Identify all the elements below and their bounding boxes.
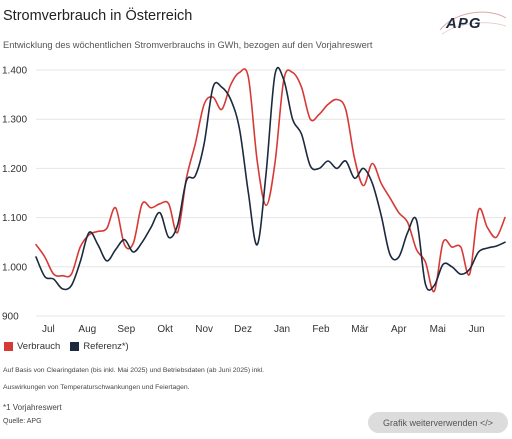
legend-label-referenz: Referenz*) [83,341,129,352]
series-line-verbrauch [35,68,506,293]
svg-text:APG: APG [445,15,482,32]
legend-label-verbrauch: Verbrauch [17,341,61,352]
x-tick-label-dez: Dez [234,324,252,335]
legend-swatch-referenz [70,342,80,351]
footnote: *1 Vorjahreswert [3,403,62,412]
chart-title: Stromverbrauch in Österreich [3,8,193,24]
x-tick-label-apr: Apr [391,324,407,335]
x-tick-label-mai: Mai [430,324,446,335]
line-chart: 900 1.000 1.100 1.200 1.300 1.400 Jul Aug Sep Okt… [2,66,506,335]
source-label: Quelle: APG [3,418,42,425]
apg-logo: APG [439,11,507,35]
reuse-chart-button[interactable]: Grafik weiterverwenden </> [368,412,508,433]
y-tick-label-1300: 1.300 [2,115,27,126]
x-tick-label-mär: Mär [351,324,369,335]
x-tick-label-jan: Jan [274,324,290,335]
x-tick-label-nov: Nov [195,324,213,335]
x-tick-label-okt: Okt [157,324,173,335]
legend-item-verbrauch[interactable]: Verbrauch [4,341,60,352]
data-note-line-2: Auswirkungen von Temperaturschwankungen … [3,384,190,391]
x-tick-label-aug: Aug [78,324,96,335]
y-tick-label-1200: 1.200 [2,164,27,175]
y-tick-label-1100: 1.100 [2,213,27,224]
x-tick-label-jun: Jun [469,324,485,335]
x-tick-label-feb: Feb [312,324,330,335]
y-tick-label-1000: 1.000 [2,262,27,273]
y-tick-label-1400: 1.400 [2,66,27,77]
x-tick-label-jul: Jul [42,324,55,335]
data-note-line-1: Auf Basis von Clearingdaten (bis inkl. M… [3,367,265,374]
legend-swatch-verbrauch [4,342,13,351]
chart-subtitle: Entwicklung des wöchentlichen Stromverbr… [3,40,373,50]
x-tick-label-sep: Sep [117,324,135,335]
series-line-referenz [35,66,506,291]
chart-legend: Verbrauch Referenz*) [4,341,139,352]
legend-item-referenz[interactable]: Referenz*) [70,341,129,352]
y-tick-label-900: 900 [2,312,19,323]
